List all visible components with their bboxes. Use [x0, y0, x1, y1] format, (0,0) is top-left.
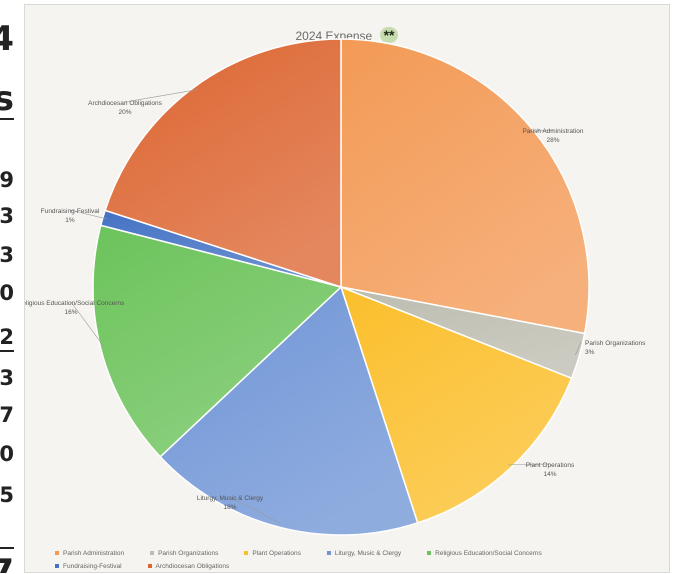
legend-item-plant-operations: Plant Operations [244, 547, 301, 560]
chart-panel: 2024 Expense ** Parish Administration 28%… [24, 4, 670, 573]
pie-chart: Parish Administration 28% Parish Organizat… [25, 38, 646, 536]
margin-fragment: 9 [0, 168, 14, 192]
slice-leader-line [70, 301, 105, 348]
legend-swatch [147, 564, 152, 569]
slice-category-label: Plant Operations [526, 462, 575, 469]
legend-item-religious-education-social-concerns: Religious Education/Social Concerns [427, 547, 542, 560]
slice-percent-label: 14% [543, 471, 556, 478]
slice-category-label: Archdiocesan Obligations [88, 100, 162, 107]
legend-label: Religious Education/Social Concerns [435, 550, 542, 557]
legend-label: Parish Organizations [158, 550, 219, 557]
legend-item-liturgy-music-clergy: Liturgy, Music & Clergy [326, 547, 402, 560]
legend-item-parish-organizations: Parish Organizations [150, 547, 218, 560]
legend-item-fundraising-festival: Fundraising-Festival [55, 560, 122, 573]
slice-category-label: Parish Administration [522, 128, 583, 135]
pie-slice-liturgy-music-clergy [159, 285, 419, 536]
slice-category-label: Fundraising-Festival [41, 208, 100, 215]
legend-swatch [427, 551, 432, 556]
legend-label: Parish Administration [63, 550, 125, 557]
legend-item-parish-administration: Parish Administration [55, 547, 124, 560]
margin-fragment: 3 [0, 204, 14, 228]
margin-divider [0, 547, 14, 549]
title-annotation-mark: ** [379, 27, 399, 43]
margin-fragment: 3 [0, 243, 14, 267]
slice-leader-line [528, 129, 554, 132]
margin-fragment: 2 [0, 325, 14, 349]
pie-slice-archdiocesan-obligations [104, 38, 342, 289]
slice-leader-line [69, 209, 107, 220]
legend-label: Archdiocesan Obligations [155, 563, 230, 570]
slice-category-label: Parish Organizations [585, 340, 646, 347]
slice-leader-line [124, 89, 198, 103]
cropped-margin-text: 4 s 9 3 3 0 2 3 7 0 5 7 [0, 0, 22, 573]
legend-swatch [55, 551, 59, 556]
slice-category-label: Liturgy, Music & Clergy [197, 495, 264, 502]
slice-leader-line [508, 463, 551, 466]
legend-swatch [55, 564, 59, 569]
legend-label: Liturgy, Music & Clergy [334, 550, 402, 557]
slice-leader-line [575, 341, 582, 356]
margin-fragment: 3 [0, 366, 14, 390]
slice-leader-line [229, 496, 281, 524]
legend-swatch [326, 551, 331, 556]
slice-category-label: Religious Education/Social Concerns [25, 300, 125, 307]
slice-percent-label: 18% [223, 504, 236, 511]
chart-legend: Parish Administration Parish Organization… [55, 547, 635, 573]
legend-swatch [150, 551, 155, 556]
pie-slice-parish-administration [340, 38, 590, 335]
margin-fragment: 7 [0, 403, 14, 427]
margin-fragment: 5 [0, 483, 14, 507]
margin-divider [0, 350, 14, 352]
margin-fragment: 0 [0, 442, 14, 466]
legend-item-archdiocesan-obligations: Archdiocesan Obligations [147, 560, 230, 573]
legend-swatch [244, 551, 249, 556]
slice-percent-label: 3% [585, 349, 595, 356]
pie-slice-religious-education-social-concerns [92, 224, 343, 458]
margin-fragment: 0 [0, 281, 14, 305]
slice-percent-label: 1% [65, 217, 75, 224]
margin-fragment: 7 [0, 552, 14, 573]
slice-percent-label: 16% [64, 309, 77, 316]
legend-label: Plant Operations [252, 550, 301, 557]
legend-label: Fundraising-Festival [63, 563, 122, 570]
slice-percent-label: 28% [546, 137, 559, 144]
margin-fragment: s [0, 79, 14, 119]
slice-percent-label: 20% [118, 109, 131, 116]
margin-fragment: 4 [0, 19, 14, 59]
margin-divider [0, 118, 14, 120]
